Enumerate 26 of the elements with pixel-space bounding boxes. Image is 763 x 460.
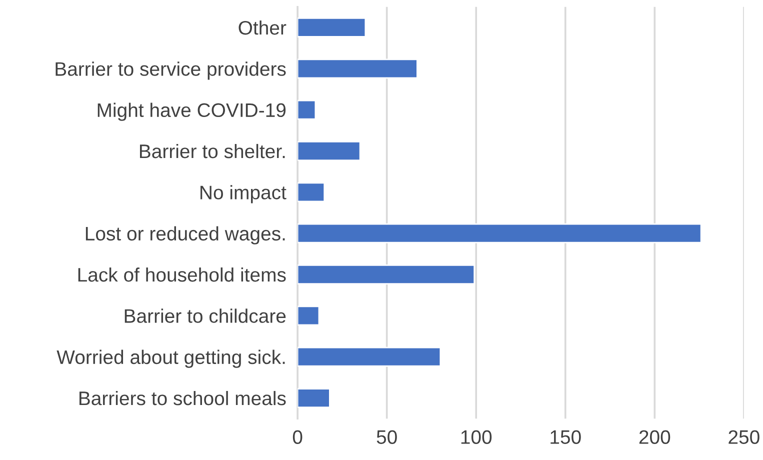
y-tick-label: Lost or reduced wages. (86, 226, 285, 244)
bar (298, 346, 442, 367)
bar (298, 18, 366, 38)
bar (298, 141, 361, 161)
x-tick-label: 0 (292, 430, 302, 444)
x-tick-label: 250 (728, 430, 760, 444)
bar (298, 182, 326, 202)
x-tick-label: 50 (376, 430, 397, 444)
bar (298, 223, 702, 244)
y-tick-label: Barrier to shelter. (140, 144, 285, 158)
x-tick-label: 150 (550, 430, 581, 444)
y-tick-label: Barrier to childcare (124, 308, 286, 323)
y-tick-label: Might have COVID-19 (98, 102, 286, 121)
bar (298, 306, 320, 326)
y-tick-label: Barrier to service providers (56, 62, 286, 80)
y-tick-label: No impact (200, 185, 286, 204)
y-tick-label: Worried about getting sick. (56, 350, 285, 368)
y-tick-label: Lack of household items (78, 267, 286, 282)
y-tick-label: Other (238, 20, 286, 35)
bar (298, 264, 476, 284)
bar (298, 100, 316, 120)
y-tick-label: Barriers to school meals (80, 390, 286, 406)
x-tick-label: 100 (461, 430, 492, 444)
bar (298, 388, 330, 408)
bar (298, 58, 418, 79)
x-tick-label: 200 (639, 430, 670, 444)
